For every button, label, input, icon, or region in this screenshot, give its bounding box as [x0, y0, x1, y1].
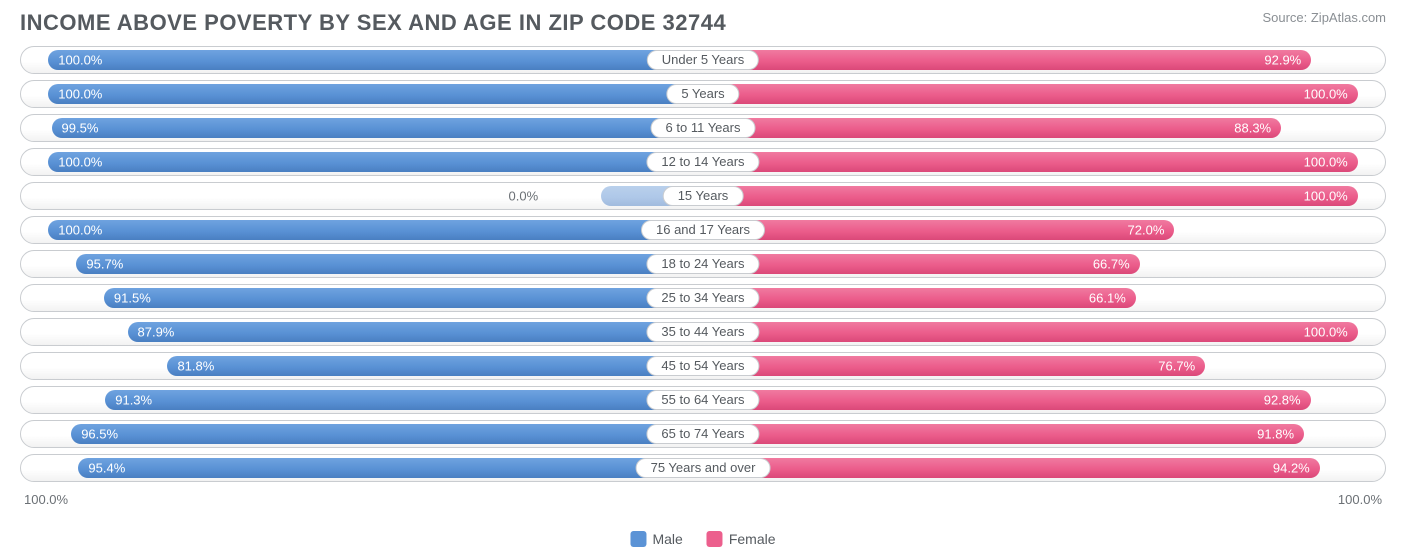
female-bar: [703, 118, 1281, 138]
male-value-label: 95.4%: [78, 461, 125, 476]
category-label: 55 to 64 Years: [646, 390, 759, 410]
butterfly-chart: 100.0% 92.9% Under 5 Years 100.0% 100.0% 5 Ye…: [0, 41, 1406, 482]
female-bar: [703, 50, 1311, 70]
chart-row: 100.0% 92.9% Under 5 Years: [20, 46, 1386, 74]
female-value-label: 66.1%: [1089, 291, 1136, 306]
category-label: 5 Years: [666, 84, 739, 104]
legend-female-label: Female: [729, 531, 776, 547]
chart-row: 0.0% 100.0% 15 Years: [20, 182, 1386, 210]
male-value-label: 91.5%: [104, 291, 151, 306]
legend-male-label: Male: [652, 531, 682, 547]
male-bar: [104, 288, 703, 308]
male-bar: [128, 322, 703, 342]
female-value-label: 76.7%: [1158, 359, 1205, 374]
female-value-label: 66.7%: [1093, 257, 1140, 272]
male-bar: [48, 84, 703, 104]
category-label: 45 to 54 Years: [646, 356, 759, 376]
category-label: 12 to 14 Years: [646, 152, 759, 172]
category-label: Under 5 Years: [647, 50, 759, 70]
female-value-label: 100.0%: [1304, 87, 1358, 102]
chart-row: 87.9% 100.0% 35 to 44 Years: [20, 318, 1386, 346]
chart-row: 95.4% 94.2% 75 Years and over: [20, 454, 1386, 482]
female-bar: [703, 356, 1205, 376]
male-bar: [167, 356, 703, 376]
male-bar: [78, 458, 703, 478]
female-value-label: 92.9%: [1264, 53, 1311, 68]
female-swatch: [707, 531, 723, 547]
female-value-label: 94.2%: [1273, 461, 1320, 476]
female-value-label: 100.0%: [1304, 155, 1358, 170]
female-bar: [703, 152, 1358, 172]
legend-male: Male: [630, 531, 682, 547]
female-bar: [703, 254, 1140, 274]
chart-row: 100.0% 100.0% 5 Years: [20, 80, 1386, 108]
male-value-label: 87.9%: [128, 325, 175, 340]
category-label: 6 to 11 Years: [651, 118, 756, 138]
male-value-label: 96.5%: [71, 427, 118, 442]
male-bar: [52, 118, 703, 138]
female-bar: [703, 186, 1358, 206]
male-value-label: 81.8%: [167, 359, 214, 374]
category-label: 35 to 44 Years: [646, 322, 759, 342]
chart-row: 95.7% 66.7% 18 to 24 Years: [20, 250, 1386, 278]
male-value-label: 100.0%: [48, 155, 102, 170]
male-value-label: 95.7%: [76, 257, 123, 272]
axis-right-label: 100.0%: [1338, 492, 1382, 507]
female-value-label: 100.0%: [1304, 189, 1358, 204]
category-label: 18 to 24 Years: [646, 254, 759, 274]
male-bar: [71, 424, 703, 444]
female-bar: [703, 220, 1174, 240]
chart-row: 91.5% 66.1% 25 to 34 Years: [20, 284, 1386, 312]
female-value-label: 100.0%: [1304, 325, 1358, 340]
male-bar: [48, 50, 703, 70]
chart-row: 81.8% 76.7% 45 to 54 Years: [20, 352, 1386, 380]
male-bar: [76, 254, 703, 274]
chart-row: 100.0% 100.0% 12 to 14 Years: [20, 148, 1386, 176]
category-label: 75 Years and over: [636, 458, 771, 478]
chart-row: 99.5% 88.3% 6 to 11 Years: [20, 114, 1386, 142]
chart-row: 96.5% 91.8% 65 to 74 Years: [20, 420, 1386, 448]
female-bar: [703, 288, 1136, 308]
chart-source: Source: ZipAtlas.com: [1262, 10, 1386, 25]
male-value-label: 100.0%: [48, 223, 102, 238]
female-bar: [703, 424, 1304, 444]
axis-left-label: 100.0%: [24, 492, 68, 507]
male-value-label: 99.5%: [52, 121, 99, 136]
chart-row: 100.0% 72.0% 16 and 17 Years: [20, 216, 1386, 244]
category-label: 65 to 74 Years: [646, 424, 759, 444]
male-value-label: 100.0%: [48, 87, 102, 102]
legend-female: Female: [707, 531, 776, 547]
female-value-label: 92.8%: [1264, 393, 1311, 408]
female-bar: [703, 322, 1358, 342]
female-bar: [703, 458, 1320, 478]
category-label: 16 and 17 Years: [641, 220, 765, 240]
male-value-label: 0.0%: [509, 189, 547, 204]
male-bar: [48, 152, 703, 172]
male-bar: [105, 390, 703, 410]
female-bar: [703, 84, 1358, 104]
female-value-label: 72.0%: [1128, 223, 1175, 238]
male-value-label: 91.3%: [105, 393, 152, 408]
female-value-label: 88.3%: [1234, 121, 1281, 136]
category-label: 15 Years: [663, 186, 744, 206]
legend: Male Female: [630, 531, 775, 547]
female-value-label: 91.8%: [1257, 427, 1304, 442]
male-swatch: [630, 531, 646, 547]
male-value-label: 100.0%: [48, 53, 102, 68]
female-bar: [703, 390, 1311, 410]
chart-title: INCOME ABOVE POVERTY BY SEX AND AGE IN Z…: [20, 10, 726, 36]
chart-row: 91.3% 92.8% 55 to 64 Years: [20, 386, 1386, 414]
male-bar: [48, 220, 703, 240]
category-label: 25 to 34 Years: [646, 288, 759, 308]
